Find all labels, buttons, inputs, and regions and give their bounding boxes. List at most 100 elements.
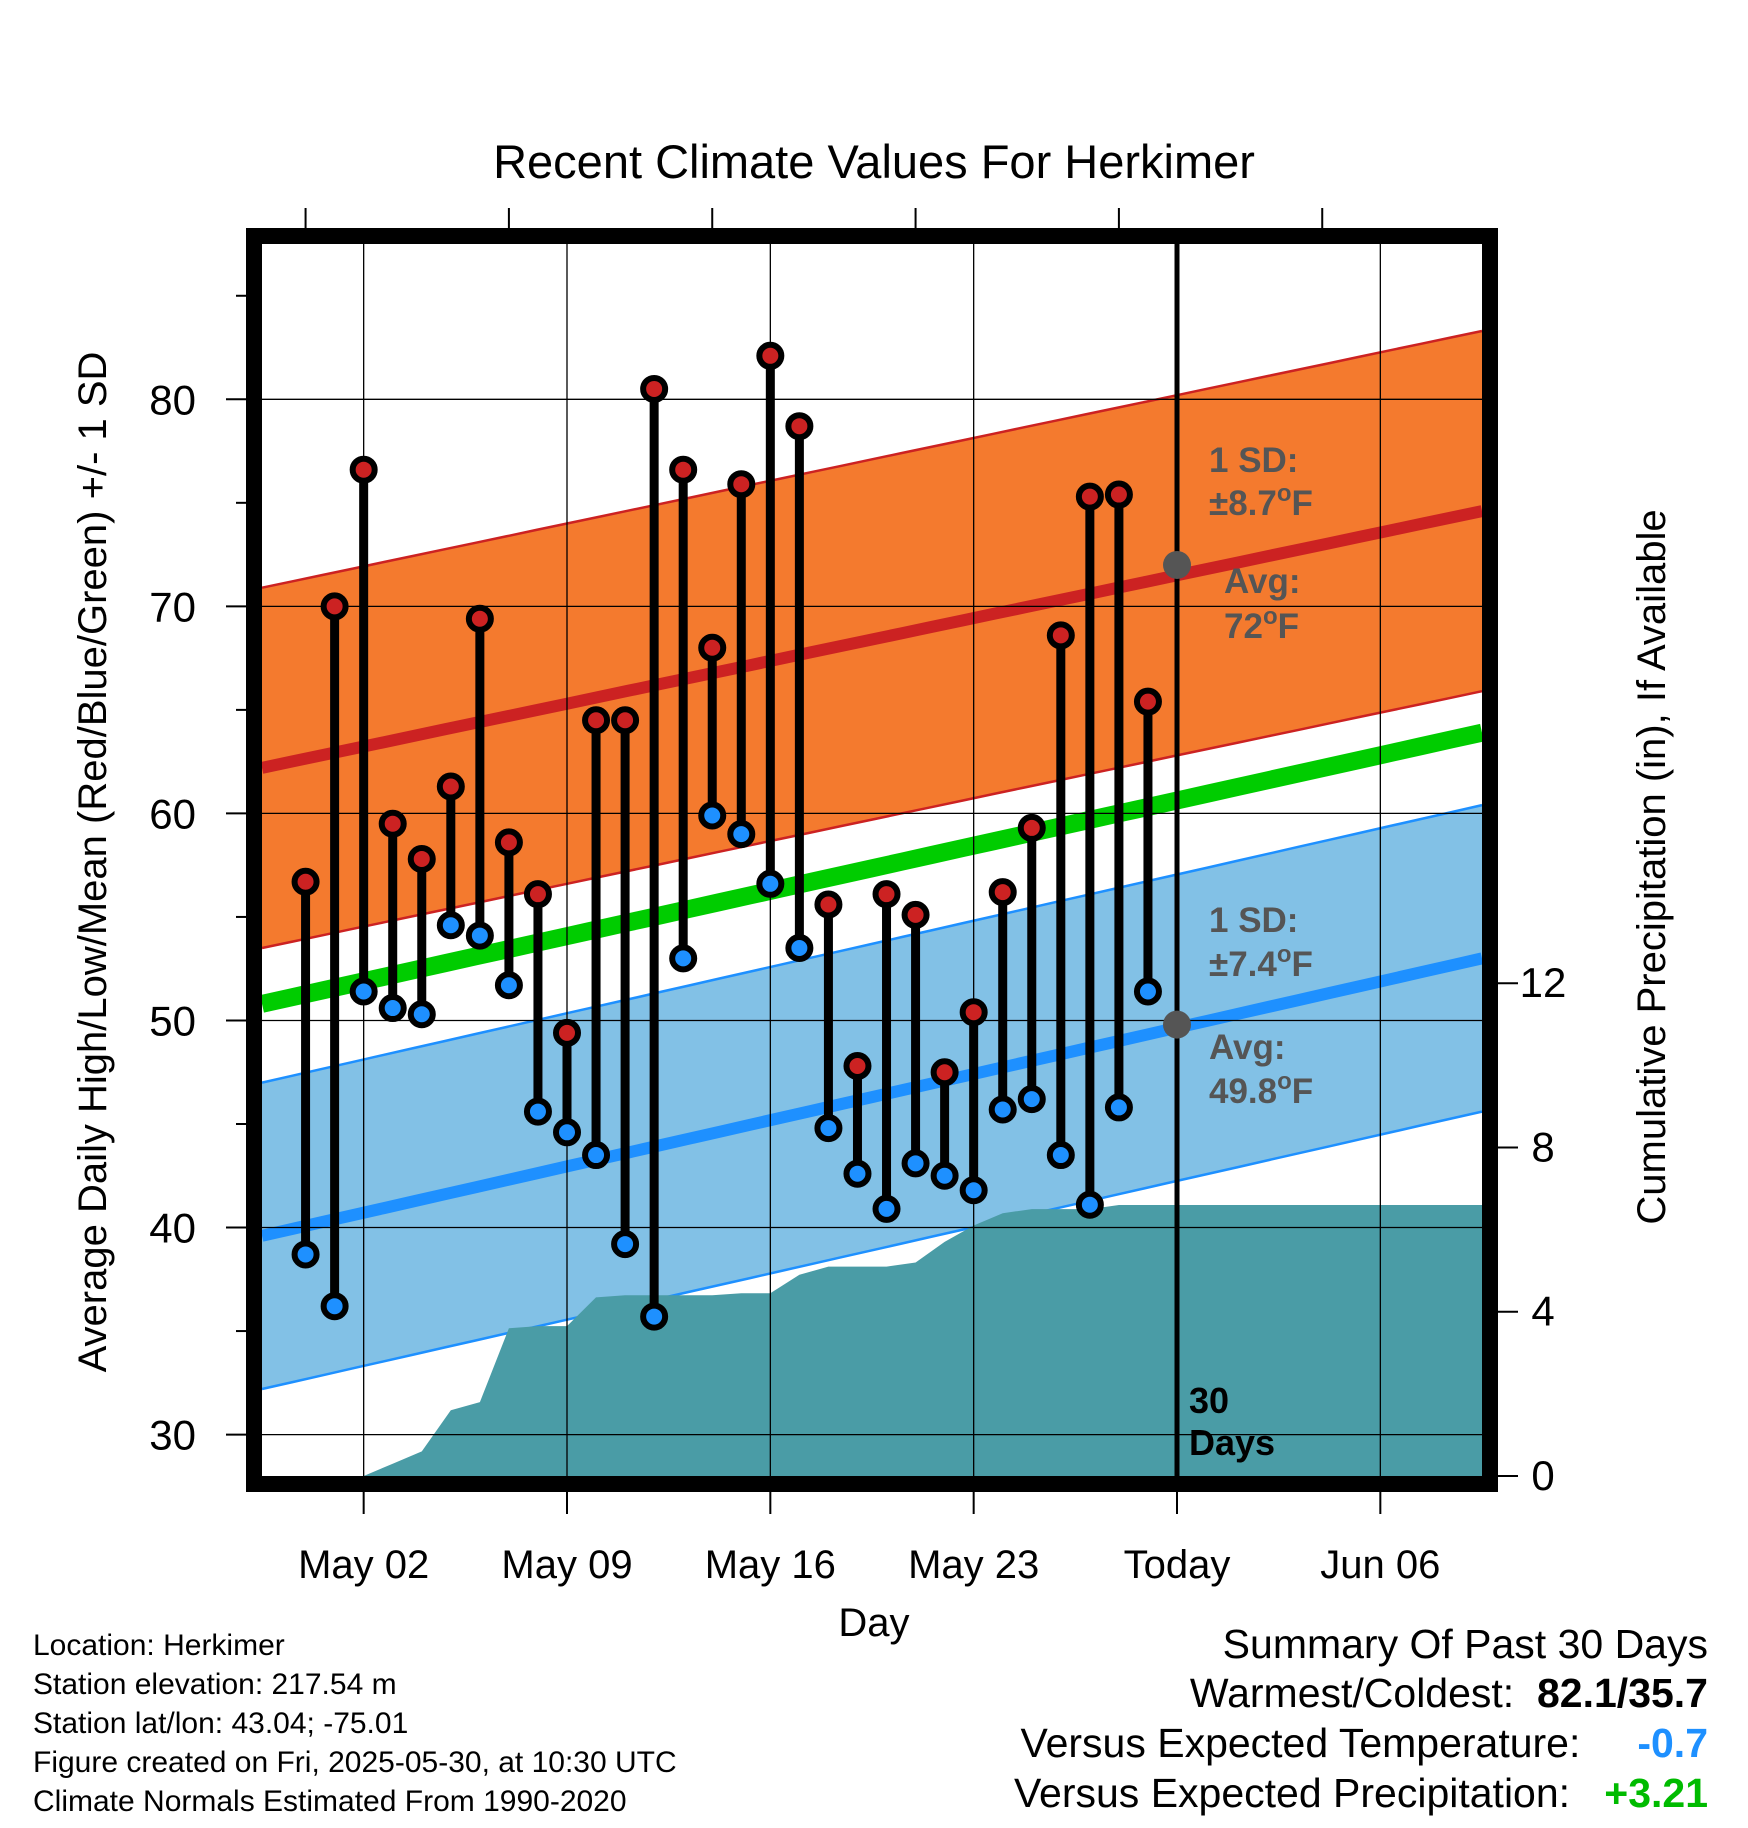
footer-location: Location: Herkimer (33, 1629, 285, 1662)
daily-low-point (494, 971, 523, 1000)
daily-low-point (407, 1000, 436, 1029)
daily-high-point (611, 706, 640, 735)
y-tick-label-right: 12 (1520, 959, 1567, 1006)
axes: 30 40 50 60 70 80 0 4 8 12 May 02 May 09 May 16 May 2… (149, 208, 1566, 1587)
daily-high-point (582, 706, 611, 735)
low-band-lower-edge (261, 1110, 1483, 1391)
daily-low-point (727, 820, 756, 849)
daily-low-point (698, 801, 727, 830)
plot-frame (246, 228, 1498, 1492)
low-avg-value: 49.8oF (1209, 1068, 1313, 1111)
summary-heading: Summary Of Past 30 Days (1222, 1621, 1708, 1667)
summary-precip-label: Versus Expected Precipitation: (1013, 1770, 1571, 1816)
high-avg-heading: Avg: (1224, 562, 1300, 601)
daily-high-point (378, 809, 407, 838)
daily-high-point (494, 828, 523, 857)
summary-precipitation: Versus Expected Precipitation: +3.21 (1014, 1770, 1708, 1817)
daily-high-point (872, 880, 901, 909)
low-sd-value: ±7.4oF (1209, 941, 1313, 984)
mean-normal-line (260, 723, 1484, 1013)
y-axis-label-right: Cumulative Precipitation (in), If Availa… (1630, 509, 1674, 1224)
y-tick-label-left: 80 (149, 376, 196, 423)
daily-high-point (1133, 687, 1162, 716)
daily-low-point (553, 1118, 581, 1147)
daily-low-point (988, 1095, 1017, 1124)
daily-low-point (669, 944, 698, 973)
x-tick-label: May 23 (908, 1543, 1039, 1587)
daily-low-point (465, 921, 494, 950)
low-avg-heading: Avg: (1209, 1028, 1285, 1067)
daily-high-point (1017, 813, 1046, 842)
daily-low-point (872, 1194, 901, 1223)
footer-latlon: Station lat/lon: 43.04; -75.01 (33, 1707, 409, 1740)
daily-high-point (698, 633, 727, 662)
daily-high-point (465, 604, 494, 633)
high-sd-value: ±8.7oF (1209, 480, 1313, 523)
footer-elevation: Station elevation: 217.54 m (33, 1668, 397, 1701)
daily-high-point (901, 900, 930, 929)
daily-high-point (523, 880, 552, 909)
daily-low-point (523, 1097, 552, 1126)
daily-low-point (901, 1149, 930, 1178)
daily-high-point (959, 998, 988, 1027)
summary-temperature: Versus Expected Temperature: -0.7 (1020, 1720, 1708, 1767)
daily-low-point (291, 1240, 320, 1269)
daily-low-point (320, 1292, 349, 1321)
y-tick-label-left: 60 (149, 790, 196, 837)
low-band-upper-edge (261, 803, 1483, 1084)
high-band-upper-edge (261, 329, 1483, 589)
high-avg-today-marker (1163, 550, 1191, 579)
today-days-word: Days (1189, 1422, 1275, 1463)
summary-precip-value: +3.21 (1604, 1770, 1708, 1816)
daily-low-point (436, 911, 465, 940)
x-axis-label: Day (838, 1601, 909, 1645)
x-tick-label: May 16 (705, 1543, 836, 1587)
daily-low-point (1017, 1085, 1046, 1114)
y-tick-label-right: 8 (1531, 1123, 1554, 1170)
precipitation-area (305, 1205, 1483, 1476)
daily-low-point (1133, 977, 1162, 1006)
daily-low-point (814, 1114, 843, 1143)
y-tick-label-left: 50 (149, 997, 196, 1044)
daily-high-point (553, 1018, 581, 1047)
daily-low-point (1104, 1093, 1133, 1122)
daily-high-point (669, 455, 698, 484)
today-days-number: 30 (1189, 1380, 1229, 1421)
daily-high-point (1075, 482, 1104, 511)
y-tick-label-left: 40 (149, 1205, 196, 1252)
x-tick-label: May 09 (501, 1543, 632, 1587)
daily-low-point (785, 934, 814, 962)
footer-normals: Climate Normals Estimated From 1990-2020 (33, 1785, 627, 1818)
low-avg-today-marker (1163, 1010, 1191, 1039)
low-sd-heading: 1 SD: (1209, 901, 1298, 940)
daily-low-point (843, 1159, 872, 1188)
daily-low-point (611, 1230, 640, 1259)
y-tick-label-left: 70 (149, 583, 196, 630)
daily-low-point (349, 977, 378, 1006)
x-tick-label: Jun 06 (1320, 1543, 1440, 1587)
chart-title: Recent Climate Values For Herkimer (493, 135, 1255, 188)
y-tick-label-right: 0 (1531, 1452, 1554, 1499)
y-tick-label-right: 4 (1531, 1288, 1554, 1335)
plot-background (260, 244, 1484, 1476)
daily-low-point (582, 1141, 611, 1170)
high-sd-heading: 1 SD: (1209, 441, 1298, 480)
high-avg-value: 72oF (1224, 603, 1299, 646)
daily-low-point (378, 994, 407, 1023)
daily-low-point (1046, 1141, 1075, 1170)
summary-warm-cold-value: 82.1/35.7 (1537, 1670, 1708, 1716)
summary-temp-label: Versus Expected Temperature: (1020, 1720, 1581, 1766)
x-tick-label: Today (1124, 1543, 1231, 1587)
y-tick-label-left: 30 (149, 1412, 196, 1459)
footer-created: Figure created on Fri, 2025-05-30, at 10… (33, 1746, 677, 1779)
daily-high-point (785, 412, 814, 441)
daily-high-point (407, 844, 436, 873)
x-tick-label: May 02 (298, 1543, 429, 1587)
high-normal-line (260, 505, 1484, 774)
daily-low-point (930, 1161, 959, 1190)
summary-temp-value: -0.7 (1637, 1720, 1708, 1766)
daily-high-point (930, 1058, 959, 1087)
daily-low-point (756, 869, 785, 898)
